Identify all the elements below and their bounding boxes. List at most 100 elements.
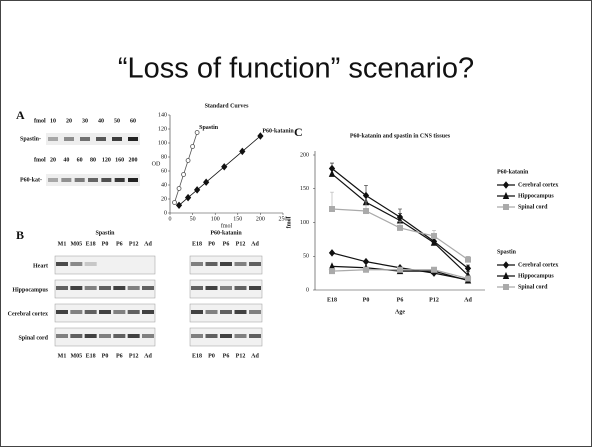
band: [99, 334, 111, 338]
label: 0: [164, 210, 167, 216]
band: [249, 334, 261, 338]
label: 60: [130, 118, 136, 124]
label: P6: [223, 353, 230, 359]
panel-label: C: [294, 125, 303, 139]
band: [249, 310, 261, 314]
band: [142, 286, 154, 290]
band: [56, 310, 68, 314]
label: Ad: [251, 353, 259, 359]
label: 160: [115, 157, 124, 163]
series-label: P60-katanin: [262, 128, 294, 134]
label: E18: [86, 353, 96, 359]
label: 80: [90, 157, 96, 163]
label: 120: [158, 126, 167, 132]
band: [128, 334, 140, 338]
label: P60-katanin and spastin in CNS tissues: [350, 133, 451, 139]
label: 200: [300, 152, 309, 158]
label: Ad: [144, 353, 152, 359]
label: fmol: [34, 118, 46, 124]
label: E18: [327, 297, 337, 303]
label: P6: [223, 241, 230, 247]
legend-title: P60-katanin: [497, 169, 529, 175]
label: P60-kat-: [20, 177, 42, 183]
band: [220, 262, 232, 266]
label: Ad: [251, 241, 259, 247]
label: 30: [82, 118, 88, 124]
point: [177, 187, 181, 191]
band: [56, 262, 68, 266]
slide: “Loss of function” scenario? A B C fmol1…: [0, 0, 592, 447]
band: [191, 286, 203, 290]
label: fmol: [221, 222, 233, 229]
label: 20: [50, 157, 56, 163]
band: [206, 286, 218, 290]
label: Hippocampus: [12, 287, 48, 293]
label: 150: [233, 216, 242, 222]
legend-label: Spinal cord: [518, 284, 548, 290]
point: [465, 276, 470, 281]
band: [70, 262, 82, 266]
label: Ad: [464, 297, 472, 303]
label: M05: [70, 241, 82, 247]
band: [88, 178, 98, 182]
label: 200: [256, 216, 265, 222]
band: [206, 334, 218, 338]
label: OD: [152, 161, 161, 167]
band: [235, 286, 247, 290]
band: [235, 262, 247, 266]
point: [329, 269, 334, 274]
series-label: Spastin: [199, 125, 219, 131]
label: P60-katanin: [210, 230, 242, 236]
band: [112, 137, 122, 141]
label: 60: [77, 157, 83, 163]
band: [96, 137, 106, 141]
band: [75, 178, 85, 182]
label: P12: [236, 241, 246, 247]
blot: [46, 133, 140, 145]
band: [206, 262, 218, 266]
band: [128, 286, 140, 290]
point: [431, 267, 436, 272]
band: [48, 137, 58, 141]
point: [397, 225, 402, 230]
label: 100: [300, 220, 309, 226]
band: [235, 334, 247, 338]
band: [220, 310, 232, 314]
label: P0: [208, 241, 215, 247]
label: 0: [306, 287, 309, 293]
point: [186, 159, 190, 163]
band: [191, 310, 203, 314]
label: P12: [129, 353, 139, 359]
label: Spastin: [95, 230, 115, 236]
band: [70, 310, 82, 314]
legend-label: Cerebral cortex: [518, 182, 558, 188]
band: [56, 286, 68, 290]
label: 20: [66, 118, 72, 124]
band: [70, 334, 82, 338]
band: [142, 310, 154, 314]
label: Ad: [144, 241, 152, 247]
label: 100: [211, 216, 220, 222]
label: fmol: [286, 216, 292, 228]
point: [329, 206, 334, 211]
label: 50: [303, 254, 309, 260]
label: 50: [190, 216, 196, 222]
label: 140: [158, 112, 167, 118]
point: [191, 145, 195, 149]
band: [48, 178, 58, 182]
label: P0: [208, 353, 215, 359]
label: 80: [161, 154, 167, 160]
band: [249, 262, 261, 266]
band: [113, 286, 125, 290]
band: [85, 310, 97, 314]
legend-label: Hippocampus: [518, 193, 554, 199]
band: [99, 310, 111, 314]
band: [128, 310, 140, 314]
band: [113, 310, 125, 314]
band: [115, 178, 125, 182]
label: P0: [102, 353, 109, 359]
label: P12: [236, 353, 246, 359]
band: [85, 334, 97, 338]
point: [195, 131, 199, 135]
label: 60: [161, 168, 167, 174]
